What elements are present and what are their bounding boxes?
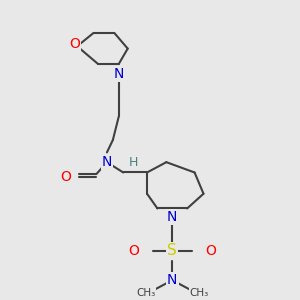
- Text: N: N: [114, 67, 124, 81]
- Text: N: N: [167, 273, 178, 287]
- Text: N: N: [167, 210, 178, 224]
- Text: S: S: [167, 243, 177, 258]
- Text: O: O: [128, 244, 139, 258]
- Text: H: H: [129, 156, 138, 169]
- Text: O: O: [69, 37, 80, 51]
- Text: O: O: [206, 244, 216, 258]
- Text: N: N: [102, 155, 112, 169]
- Text: CH₃: CH₃: [189, 288, 209, 298]
- Text: CH₃: CH₃: [136, 288, 155, 298]
- Text: O: O: [60, 170, 71, 184]
